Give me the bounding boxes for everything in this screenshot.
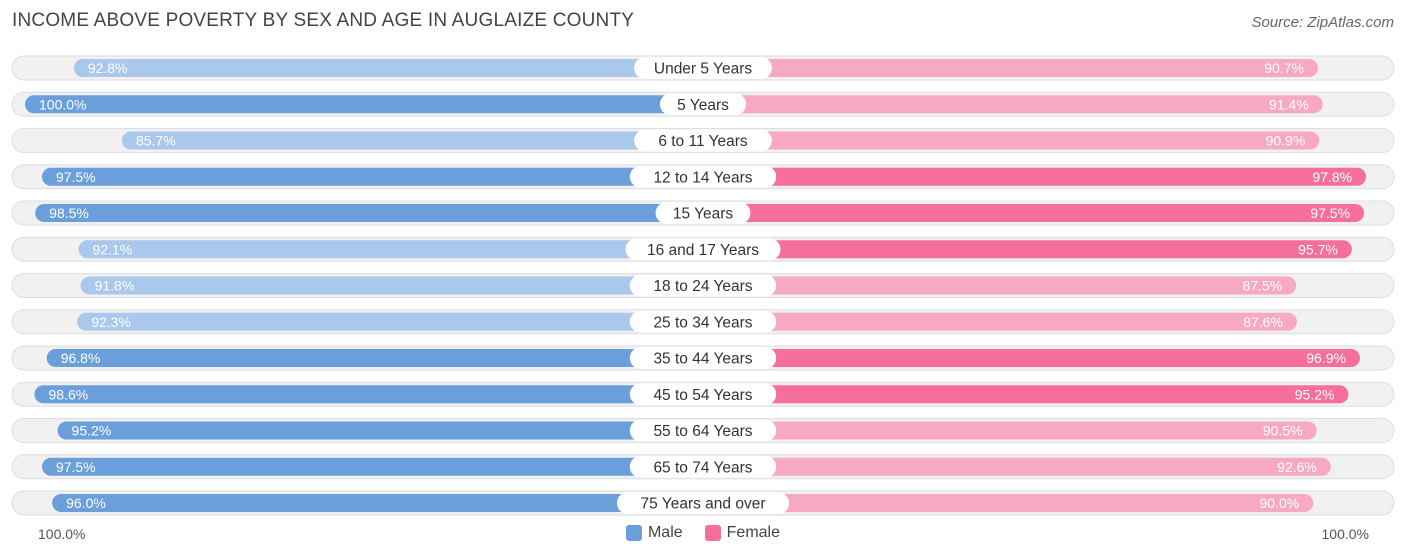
axis-label-right: 100.0%: [1321, 526, 1369, 542]
bar-male: [41, 167, 703, 186]
bar-female: [703, 240, 1352, 259]
legend: Male Female: [0, 524, 1406, 542]
category-label: 55 to 64 Years: [653, 423, 752, 440]
bar-label-male: 95.2%: [72, 423, 112, 439]
bar-male: [121, 131, 704, 150]
bar-female: [703, 349, 1360, 367]
category-label: 18 to 24 Years: [653, 278, 752, 295]
bar-label-male: 98.6%: [48, 386, 88, 402]
category-pill: [634, 129, 772, 152]
bar-male: [73, 59, 704, 77]
category-label: 45 to 54 Years: [653, 387, 752, 404]
category-label: 16 and 17 Years: [647, 242, 759, 259]
bar-male: [52, 494, 704, 512]
bar-label-male: 85.7%: [136, 133, 176, 149]
bar-male: [34, 385, 703, 404]
category-pill: [659, 93, 747, 116]
bar-male: [57, 421, 703, 440]
category-label: 6 to 11 Years: [658, 133, 748, 150]
bar-label-female: 87.6%: [1243, 314, 1283, 330]
bar-label-male: 91.8%: [95, 278, 135, 294]
category-pill: [625, 238, 781, 261]
bar-female: [703, 421, 1317, 440]
bar-female: [703, 204, 1365, 222]
bar-male: [80, 276, 703, 295]
bar-label-male: 96.0%: [66, 495, 106, 511]
bar-label-female: 95.7%: [1298, 241, 1338, 257]
bar-female: [703, 59, 1318, 77]
category-pill: [655, 202, 751, 224]
category-label: 15 Years: [673, 206, 734, 223]
bar-label-female: 95.2%: [1295, 386, 1335, 402]
category-pill: [629, 165, 777, 188]
source-credit: Source: ZipAtlas.com: [1251, 14, 1394, 31]
bar-male: [41, 457, 703, 476]
category-label: 75 Years and over: [641, 496, 766, 513]
bar-label-male: 92.8%: [88, 60, 128, 76]
category-label: Under 5 Years: [654, 61, 752, 78]
bar-female: [703, 131, 1320, 150]
bar-label-male: 92.1%: [93, 241, 133, 257]
bar-female: [703, 167, 1367, 186]
bar-female: [703, 457, 1331, 476]
category-label: 35 to 44 Years: [653, 351, 752, 368]
category-label: 65 to 74 Years: [653, 459, 752, 476]
chart-canvas: 92.8% 90.7% Under 5 Years 100.0% 91.4% 5 Year…: [11, 55, 1395, 516]
legend-label-male: Male: [647, 524, 683, 541]
legend-label-female: Female: [726, 524, 781, 541]
bar-female: [703, 276, 1297, 295]
legend-item-male[interactable]: Male: [625, 524, 683, 542]
bar-label-female: 92.6%: [1277, 459, 1317, 475]
axis-label-left: 100.0%: [38, 526, 86, 542]
bar-male: [35, 204, 704, 222]
bar-female: [703, 312, 1297, 331]
category-label: 25 to 34 Years: [653, 314, 752, 331]
bar-label-male: 96.8%: [61, 350, 101, 366]
bar-male: [77, 312, 704, 331]
bar-female: [703, 494, 1314, 512]
category-label: 5 Years: [677, 97, 729, 114]
bar-label-male: 98.5%: [49, 205, 89, 221]
legend-swatch-male: [625, 525, 642, 541]
category-pill: [616, 492, 790, 514]
category-pill: [629, 419, 777, 442]
bar-label-male: 100.0%: [39, 96, 86, 112]
bar-label-female: 97.5%: [1310, 205, 1350, 221]
category-pill: [629, 310, 777, 333]
bar-label-female: 90.9%: [1266, 133, 1306, 149]
category-label: 12 to 14 Years: [653, 169, 752, 186]
bar-label-female: 90.5%: [1263, 423, 1303, 439]
bar-female: [703, 95, 1323, 114]
bar-label-female: 91.4%: [1269, 96, 1309, 112]
bar-label-female: 96.9%: [1306, 350, 1346, 366]
bar-label-male: 97.5%: [56, 459, 96, 475]
bar-male: [78, 240, 703, 259]
legend-swatch-female: [704, 525, 721, 541]
bar-label-male: 97.5%: [56, 169, 96, 185]
bar-label-female: 97.8%: [1312, 169, 1352, 185]
legend-item-female[interactable]: Female: [704, 524, 781, 542]
bar-label-female: 90.7%: [1264, 60, 1304, 76]
bar-label-female: 90.0%: [1259, 495, 1299, 511]
category-pill: [629, 383, 777, 406]
bar-label-male: 92.3%: [91, 314, 131, 330]
category-pill: [629, 347, 777, 369]
chart-title: INCOME ABOVE POVERTY BY SEX AND AGE IN A…: [12, 10, 635, 31]
bar-male: [46, 349, 704, 367]
category-pill: [629, 455, 777, 478]
bar-female: [703, 385, 1349, 404]
category-pill: [634, 57, 772, 79]
bar-male: [25, 95, 703, 114]
category-pill: [629, 274, 777, 297]
bar-label-female: 87.5%: [1243, 278, 1283, 294]
